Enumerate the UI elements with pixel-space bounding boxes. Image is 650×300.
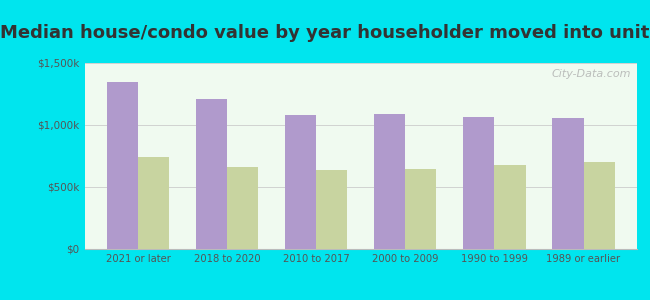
Text: Median house/condo value by year householder moved into unit: Median house/condo value by year househo… [0,24,650,42]
Bar [285,115,316,249]
Bar [316,169,347,249]
Bar [584,162,615,249]
Bar [374,114,406,249]
Bar [463,117,495,249]
Bar [495,165,526,249]
Bar [107,82,138,249]
Bar [138,157,169,249]
Bar [406,169,437,249]
Text: City-Data.com: City-Data.com [552,69,632,79]
Bar [196,99,227,249]
Bar [552,118,584,249]
Bar [227,167,258,249]
